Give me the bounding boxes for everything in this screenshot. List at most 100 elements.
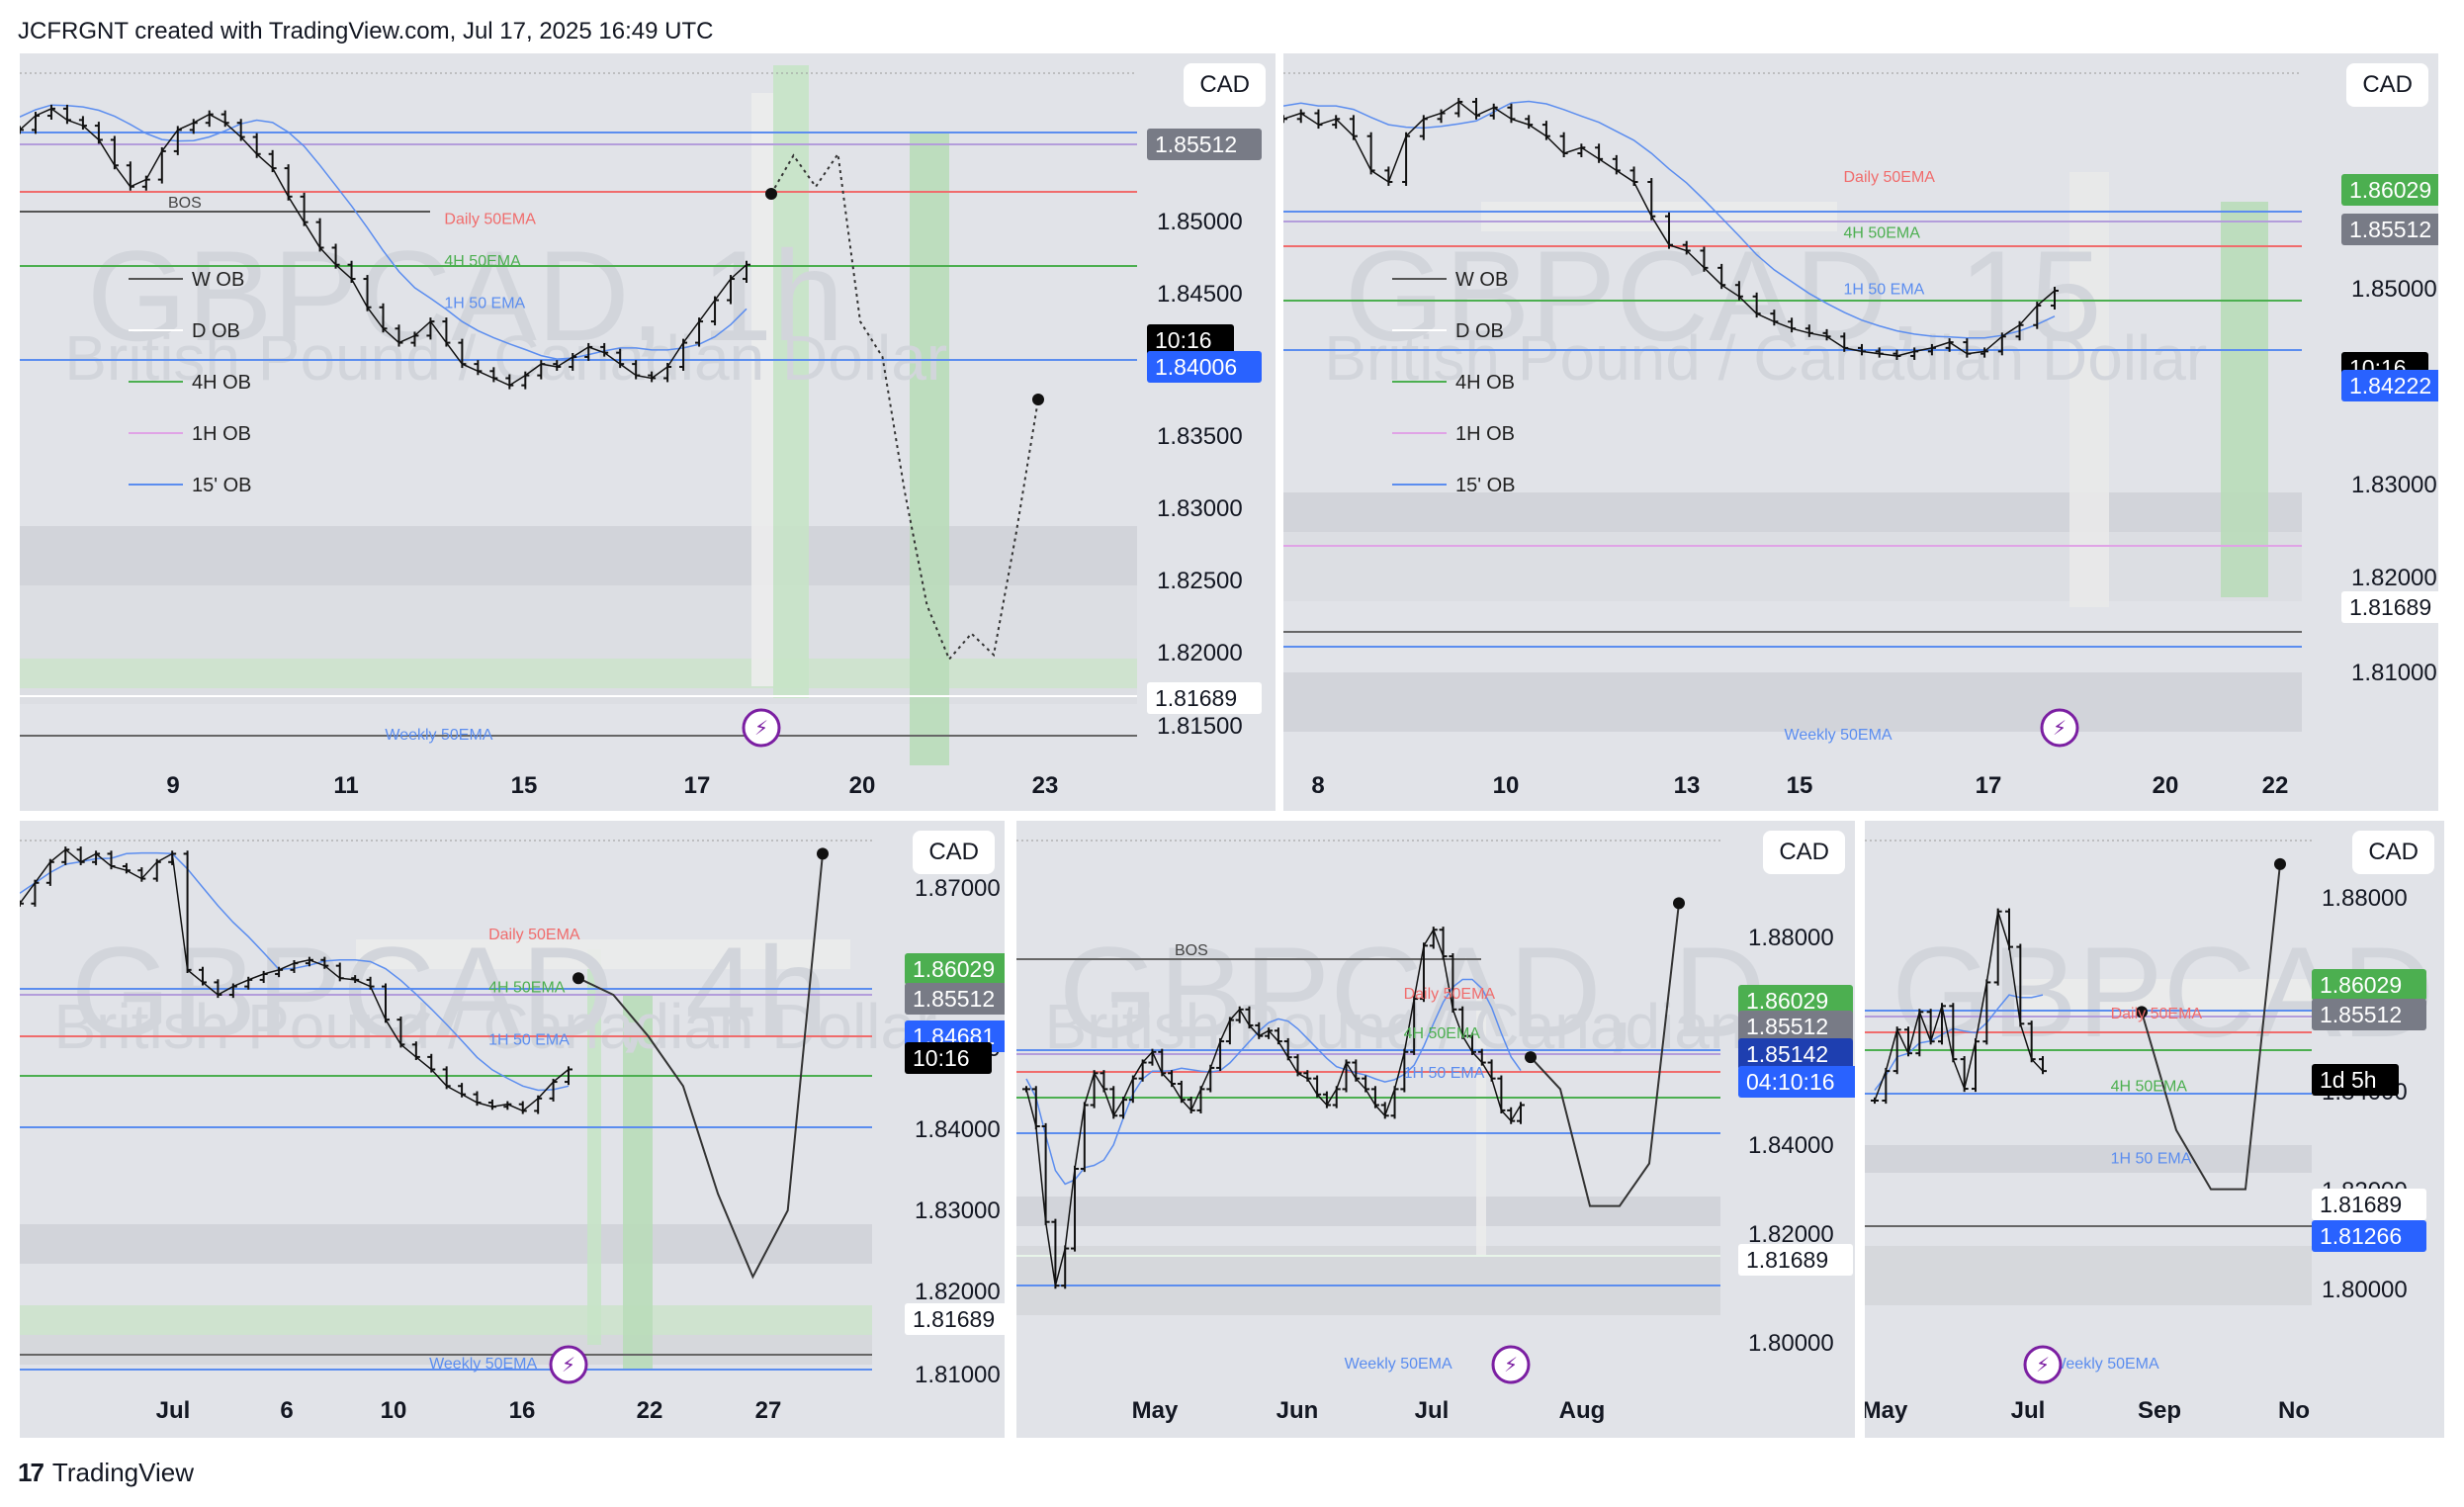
annotation-label: Daily 50EMA xyxy=(1844,169,1936,186)
annotation-label: 4H 50EMA xyxy=(2111,1078,2188,1095)
x-tick-label: Jul xyxy=(2011,1397,2046,1424)
price-label: 1.81689 xyxy=(1155,685,1237,711)
watermark-symbol: GBPCAD, 15 xyxy=(1345,223,2102,368)
projection-end-dot xyxy=(817,847,829,860)
order-block-zone xyxy=(1283,532,2302,601)
order-block-zone xyxy=(20,1335,872,1365)
price-label: 1.86029 xyxy=(2349,177,2431,203)
y-tick-label: 1.82000 xyxy=(1157,640,1243,666)
price-label-box xyxy=(905,1042,992,1074)
y-tick-label: 1.81500 xyxy=(1157,713,1243,740)
legend-label: 1H OB xyxy=(192,423,251,445)
x-tick-label: Aug xyxy=(1559,1397,1606,1424)
price-label-box xyxy=(1147,682,1262,714)
y-tick-label: 1.84000 xyxy=(915,1116,1001,1143)
annotation-label: BOS xyxy=(1175,942,1208,959)
watermark-name: British Pound / Canadian Dollar xyxy=(53,991,936,1062)
price-label: 1.85512 xyxy=(2320,1002,2402,1027)
chart-header: JCFRGNT created with TradingView.com, Ju… xyxy=(18,18,714,44)
projection-band xyxy=(2023,979,2320,1019)
annotation-label: 1H 50 EMA xyxy=(2111,1151,2192,1168)
lightning-event-icon xyxy=(2023,1345,2063,1384)
legend-label: W OB xyxy=(192,269,244,291)
y-tick-label: 1.83500 xyxy=(1157,423,1243,450)
order-block-zone xyxy=(1016,1197,1720,1226)
projection-end-dot xyxy=(1673,897,1685,910)
legend-label: W OB xyxy=(1455,269,1508,291)
projection-band xyxy=(2221,202,2268,597)
order-block-zone xyxy=(20,526,1137,585)
currency-button[interactable]: CAD xyxy=(1184,63,1266,107)
price-label-box xyxy=(905,1303,1005,1335)
annotation-label: Weekly 50EMA xyxy=(429,1356,537,1373)
legend-label: 1H OB xyxy=(1455,423,1515,445)
price-label: 1.81689 xyxy=(1746,1247,1828,1273)
chart-panel-1h[interactable]: GBPCAD, 1h British Pound / Canadian Dolla… xyxy=(20,53,1276,811)
x-tick-label: 27 xyxy=(755,1397,782,1424)
price-label: 1.86029 xyxy=(2320,972,2402,998)
y-tick-label: 1.85000 xyxy=(1157,209,1243,235)
projection-start-dot xyxy=(765,187,777,200)
lightning-glyph-icon: ⚡ xyxy=(754,716,768,740)
legend-label: D OB xyxy=(192,320,240,342)
footer-logo-text[interactable]: TradingView xyxy=(51,1458,194,1487)
price-label: 1.81689 xyxy=(2320,1192,2402,1217)
price-label: 1.86029 xyxy=(1746,988,1828,1014)
annotation-label: Weekly 50EMA xyxy=(1785,727,1892,744)
y-tick-label: 1.83000 xyxy=(1157,495,1243,522)
price-label: 1.84222 xyxy=(2349,373,2431,399)
ema-50-line xyxy=(20,104,748,360)
price-label-box xyxy=(1738,1011,1853,1042)
order-block-zone xyxy=(1283,672,2302,732)
y-tick-label: 1.87000 xyxy=(915,875,1001,902)
currency-button[interactable]: CAD xyxy=(913,831,995,874)
x-tick-label: 17 xyxy=(1976,772,2002,799)
price-line xyxy=(1283,100,2056,357)
price-label-box xyxy=(2312,1189,2426,1220)
projection-end-dot xyxy=(2274,857,2286,870)
x-tick-label: Jul xyxy=(1415,1397,1450,1424)
projection-band xyxy=(356,939,850,969)
x-tick-label: 10 xyxy=(381,1397,407,1424)
chart-panel-4h[interactable]: GBPCAD, 4h British Pound / Canadian Dolla… xyxy=(20,821,1005,1438)
lightning-glyph-icon: ⚡ xyxy=(562,1353,575,1376)
price-label-box xyxy=(2312,1220,2426,1252)
chart-panel-daily[interactable]: GBPCAD, D British Pound / Canadian Dollar… xyxy=(1016,821,1855,1438)
x-tick-label: No xyxy=(2278,1397,2310,1424)
annotation-label: 1H 50 EMA xyxy=(444,296,525,312)
projection-band xyxy=(2069,172,2109,607)
currency-button[interactable]: CAD xyxy=(2346,63,2428,107)
lightning-glyph-icon: ⚡ xyxy=(1504,1353,1518,1376)
ema-50-line xyxy=(1025,978,1522,1186)
annotation-label: Daily 50EMA xyxy=(488,927,580,943)
price-line xyxy=(1874,911,2044,1102)
projection-path xyxy=(1530,903,1680,1207)
y-tick-label: 1.84000 xyxy=(1748,1132,1834,1159)
price-line xyxy=(20,108,748,387)
projection-path xyxy=(2141,863,2281,1191)
y-tick-label: 1.81000 xyxy=(915,1362,1001,1388)
lightning-event-icon xyxy=(742,708,781,748)
price-label-box xyxy=(2312,1064,2399,1096)
projection-band xyxy=(587,949,601,1345)
price-label: 1.81689 xyxy=(913,1306,995,1332)
chart-panel-15m[interactable]: GBPCAD, 15 British Pound / Canadian Dolla… xyxy=(1283,53,2438,811)
y-tick-label: 1.82000 xyxy=(915,1279,1001,1305)
x-tick-label: 23 xyxy=(1032,772,1059,799)
x-tick-label: 10 xyxy=(1493,772,1520,799)
currency-button[interactable]: CAD xyxy=(2352,831,2434,874)
price-label: 1.85512 xyxy=(1746,1014,1828,1039)
x-tick-label: 11 xyxy=(333,772,358,799)
annotation-label: 4H 50EMA xyxy=(444,253,521,270)
ema-50-line xyxy=(1283,100,2056,339)
watermark-symbol: GBPCAD, D xyxy=(1059,920,1766,1064)
price-label: 1.86029 xyxy=(913,956,995,982)
price-label: 10:16 xyxy=(1155,327,1212,353)
y-tick-label: 1.80000 xyxy=(2322,1277,2408,1303)
currency-button[interactable]: CAD xyxy=(1763,831,1845,874)
watermark-symbol: GBPCAD, 4h xyxy=(71,920,829,1064)
x-tick-label: 6 xyxy=(280,1397,293,1424)
